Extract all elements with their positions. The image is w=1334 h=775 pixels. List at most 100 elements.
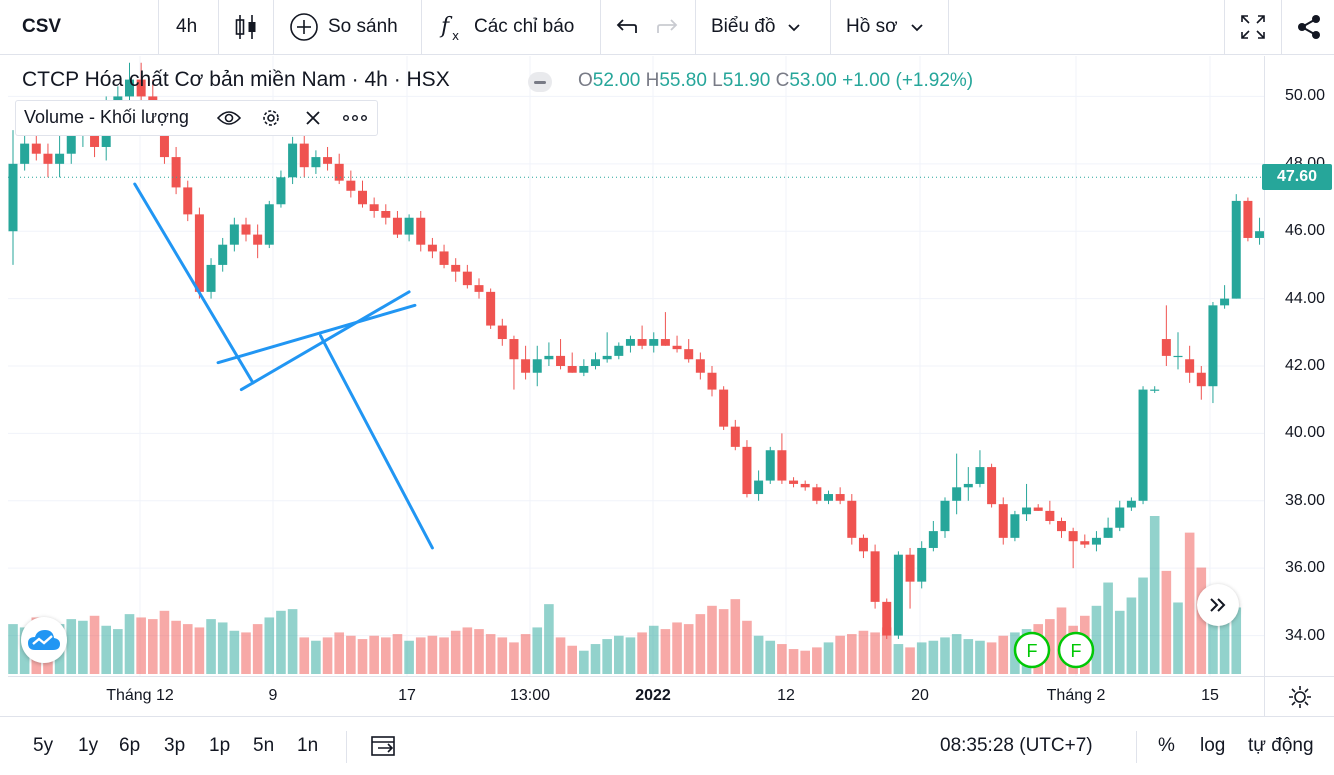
high-value: 55.80	[659, 70, 707, 91]
volume-bar	[136, 617, 146, 674]
volume-bar	[707, 605, 717, 674]
candle-body	[707, 372, 717, 390]
earnings-event-marker[interactable]: F	[1057, 631, 1095, 669]
volume-legend[interactable]: Volume - Khối lượng	[15, 100, 378, 136]
percent-scale-button[interactable]: %	[1158, 735, 1175, 756]
toolbar-divider	[1136, 731, 1137, 763]
log-scale-button[interactable]: log	[1200, 735, 1226, 756]
symbol-search-button[interactable]: CSV	[22, 16, 62, 37]
time-axis-tick: Tháng 12	[106, 687, 174, 704]
candle-body	[1173, 355, 1183, 358]
cloud-logo-icon	[28, 630, 60, 650]
candle-body	[427, 244, 437, 252]
candle-body	[276, 177, 286, 205]
candle-body	[824, 494, 833, 501]
volume-bar	[753, 635, 764, 674]
interval-button[interactable]: 4h	[176, 16, 198, 37]
volume-bar	[823, 642, 834, 674]
range-1m-button[interactable]: 1p	[209, 735, 231, 756]
range-5y-button[interactable]: 5y	[33, 735, 54, 756]
volume-bar	[1091, 605, 1102, 674]
range-1y-button[interactable]: 1y	[78, 735, 99, 756]
time-axis-tick: 20	[911, 687, 929, 704]
volume-bar	[660, 629, 671, 674]
time-axis[interactable]: Tháng 12 9 17 13:00 2022 12 20 Tháng 2 15	[8, 676, 1264, 717]
redo-icon	[657, 19, 678, 33]
toolbar-divider	[600, 0, 601, 54]
candle-body	[206, 264, 216, 292]
chart-menu-button[interactable]: Biểu đồ	[711, 0, 803, 54]
candle-body	[532, 359, 542, 373]
toolbar-divider	[830, 0, 831, 54]
volume-bar	[520, 634, 531, 674]
candle-body	[765, 450, 775, 481]
profile-menu-button[interactable]: Hồ sơ	[846, 0, 926, 54]
close-icon[interactable]	[300, 106, 326, 130]
volume-bar	[485, 634, 496, 674]
toolbar-divider	[158, 0, 159, 54]
range-1d-button[interactable]: 1n	[297, 735, 319, 756]
redo-button[interactable]	[656, 0, 680, 54]
volume-bar	[590, 644, 601, 674]
volume-bar	[497, 637, 508, 674]
candle-body	[882, 601, 892, 636]
scroll-to-realtime-button[interactable]	[1197, 584, 1239, 626]
fullscreen-button[interactable]	[1239, 0, 1267, 54]
undo-button[interactable]	[614, 0, 638, 54]
volume-bar	[392, 634, 403, 674]
volume-bar	[905, 647, 915, 674]
candle-body	[963, 483, 973, 488]
earnings-event-marker[interactable]: F	[1013, 631, 1051, 669]
svg-text:f: f	[439, 14, 453, 39]
volume-bar	[777, 644, 787, 674]
more-icon[interactable]	[342, 106, 368, 130]
candle-body	[125, 79, 134, 97]
volume-bar	[637, 632, 647, 674]
price-axis-tick: 36.00	[1284, 559, 1325, 577]
volume-bar	[963, 639, 974, 674]
time-axis-tick: Tháng 2	[1046, 687, 1106, 704]
candle-body	[299, 143, 309, 168]
price-axis[interactable]: 50.0048.0046.0044.0042.0040.0038.0036.00…	[1264, 56, 1334, 676]
range-3m-button[interactable]: 3p	[164, 735, 186, 756]
candle-body	[1068, 531, 1078, 542]
eye-icon[interactable]	[216, 106, 242, 130]
volume-bar	[217, 622, 228, 674]
settings-gear-icon[interactable]	[258, 106, 284, 130]
candle-body	[264, 204, 274, 245]
chart-style-button[interactable]	[234, 0, 258, 54]
goto-date-button[interactable]	[370, 733, 398, 764]
volume-bar	[171, 620, 181, 674]
candle-body	[858, 537, 868, 552]
range-6m-button[interactable]: 6p	[119, 735, 141, 756]
candle-body	[1231, 200, 1241, 299]
toolbar-divider	[346, 731, 347, 763]
candle-body	[8, 163, 18, 232]
auto-scale-button[interactable]: tự động	[1248, 735, 1314, 756]
undo-icon	[616, 19, 637, 33]
volume-bar	[648, 625, 659, 674]
volume-bar	[532, 627, 543, 674]
volume-bar	[113, 629, 123, 674]
price-axis-tick: 38.00	[1284, 491, 1325, 509]
volume-bar	[800, 650, 810, 674]
range-5d-button[interactable]: 5n	[253, 735, 275, 756]
candle-body	[20, 143, 30, 164]
volume-bar	[474, 629, 484, 674]
share-button[interactable]	[1296, 0, 1322, 54]
candle-body	[311, 157, 321, 168]
svg-text:x: x	[452, 29, 459, 42]
compare-button[interactable]: So sánh	[289, 0, 398, 54]
chart-settings-button[interactable]	[1264, 676, 1334, 717]
chevron-down-icon	[910, 24, 923, 32]
volume-bar	[427, 635, 438, 674]
tradingview-logo-button[interactable]	[21, 617, 67, 663]
indicators-button[interactable]: f x Các chỉ báo	[439, 0, 574, 54]
candle-body	[521, 359, 531, 373]
clock-timezone[interactable]: 08:35:28 (UTC+7)	[940, 735, 1093, 756]
open-value: 52.00	[592, 70, 641, 91]
collapse-legend-button[interactable]	[528, 72, 552, 92]
volume-bar	[788, 649, 799, 674]
